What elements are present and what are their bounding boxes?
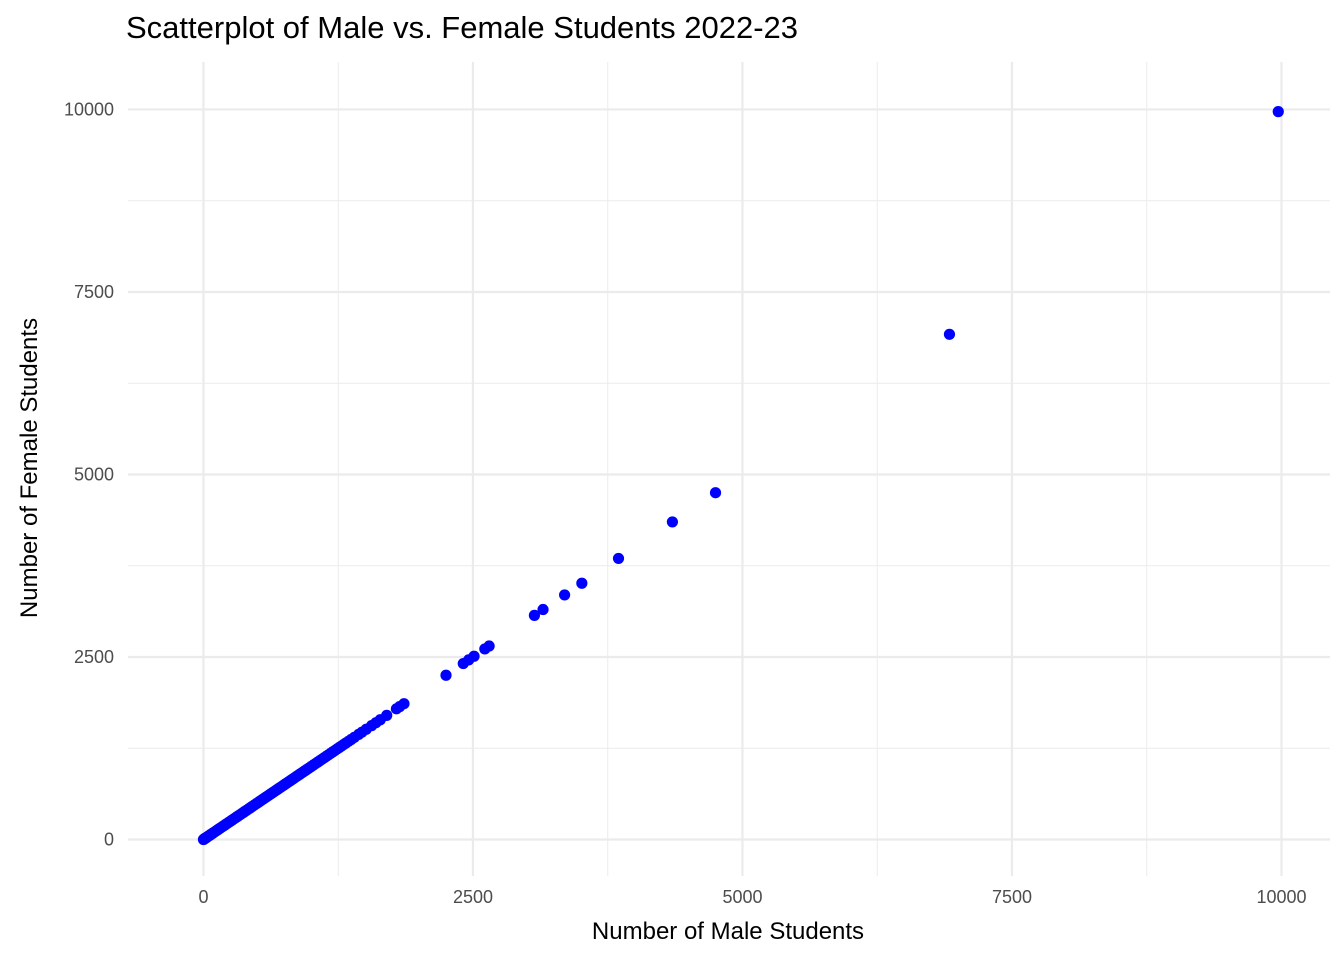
y-tick-label: 5000 [74, 464, 114, 484]
major-gridlines [128, 62, 1330, 876]
x-tick-label: 0 [198, 887, 208, 907]
data-point [559, 589, 571, 601]
data-point [612, 552, 625, 565]
data-points [197, 106, 1284, 846]
x-axis-title: Number of Male Students [592, 918, 864, 945]
data-point [398, 698, 410, 710]
data-point [1272, 106, 1284, 118]
x-tick-label: 2500 [453, 887, 493, 907]
y-tick-label: 2500 [74, 647, 114, 667]
data-point [440, 669, 452, 681]
minor-gridlines [128, 62, 1330, 876]
y-axis-tick-labels: 0 2500 5000 7500 10000 [64, 99, 114, 849]
y-axis-title: Number of Female Students [16, 318, 43, 618]
data-point [576, 577, 588, 589]
data-point [381, 709, 393, 721]
data-point [709, 487, 722, 499]
x-tick-label: 5000 [722, 887, 762, 907]
data-point [468, 650, 480, 662]
data-point [537, 603, 549, 616]
data-point [483, 640, 495, 652]
y-tick-label: 0 [104, 829, 114, 849]
x-tick-label: 7500 [992, 887, 1032, 907]
y-tick-label: 10000 [64, 99, 114, 119]
x-axis-tick-labels: 0 2500 5000 7500 10000 [198, 887, 1306, 907]
data-point [943, 328, 956, 340]
data-point [528, 609, 541, 621]
data-point [666, 516, 679, 528]
chart-title: Scatterplot of Male vs. Female Students … [126, 10, 799, 45]
y-tick-label: 7500 [74, 282, 114, 302]
x-tick-label: 10000 [1256, 887, 1306, 907]
